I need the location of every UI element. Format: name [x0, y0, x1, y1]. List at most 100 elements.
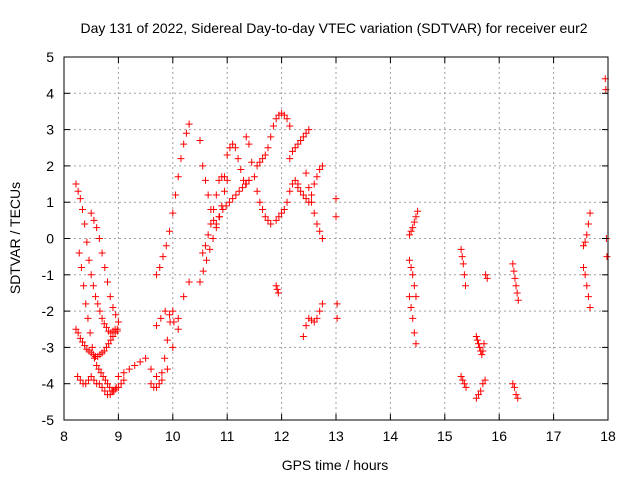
data-point — [308, 198, 316, 206]
data-point — [580, 264, 588, 272]
data-point — [76, 334, 84, 342]
data-point — [94, 300, 102, 308]
data-point — [248, 158, 256, 166]
data-point — [478, 351, 486, 359]
data-point — [75, 249, 83, 257]
data-point — [259, 155, 267, 163]
data-point — [212, 224, 220, 232]
x-tick-label: 11 — [220, 428, 235, 444]
series-track-ac — [472, 376, 489, 402]
data-point — [482, 271, 490, 279]
data-point — [112, 311, 120, 319]
data-point — [333, 300, 341, 308]
data-point — [586, 209, 594, 217]
data-point — [220, 173, 228, 181]
data-point — [332, 195, 340, 203]
data-point — [114, 318, 122, 326]
data-point — [220, 187, 228, 195]
data-point — [409, 314, 417, 322]
data-point — [245, 140, 253, 148]
series-track-p — [272, 176, 302, 224]
data-point — [161, 307, 169, 315]
data-point — [272, 115, 280, 123]
data-point — [458, 253, 466, 261]
data-point — [461, 282, 469, 290]
x-tick-label: 13 — [328, 428, 344, 444]
data-point — [584, 293, 592, 301]
data-point — [512, 391, 520, 399]
data-point — [74, 187, 82, 195]
data-point — [98, 314, 106, 322]
data-point — [514, 394, 522, 402]
x-tick-label: 8 — [60, 428, 68, 444]
data-point — [410, 282, 418, 290]
data-point — [333, 314, 341, 322]
data-point — [72, 325, 80, 333]
series-track-t — [299, 300, 326, 341]
data-point — [204, 231, 212, 239]
data-point — [98, 249, 106, 257]
data-point — [294, 184, 302, 192]
data-point — [510, 267, 518, 275]
series-track-w — [405, 207, 422, 239]
data-point — [473, 336, 481, 344]
data-point — [120, 369, 128, 377]
data-point — [457, 245, 465, 253]
data-point — [513, 289, 521, 297]
data-point — [180, 140, 188, 148]
series-track-a — [72, 180, 121, 337]
data-point — [113, 325, 121, 333]
data-point — [114, 372, 122, 380]
data-point — [297, 187, 305, 195]
data-point — [156, 264, 164, 272]
series-track-r — [294, 162, 326, 206]
data-point — [76, 376, 84, 384]
data-point — [90, 376, 98, 384]
data-point — [278, 209, 286, 217]
data-point — [407, 303, 415, 311]
plot-border — [63, 56, 609, 421]
data-point — [316, 166, 324, 174]
series-track-s — [302, 169, 326, 242]
series-track-z — [457, 245, 469, 290]
data-point — [174, 325, 182, 333]
data-point — [405, 293, 413, 301]
data-point — [256, 198, 264, 206]
data-point — [82, 300, 90, 308]
grid-layer — [64, 57, 608, 420]
data-point — [318, 235, 326, 242]
data-point — [316, 307, 324, 315]
series-track-c — [75, 249, 120, 395]
data-point — [318, 162, 326, 170]
data-point — [510, 383, 518, 391]
data-point — [142, 354, 150, 362]
data-point — [302, 322, 310, 330]
data-point — [253, 162, 261, 170]
y-tick-label: 1 — [46, 194, 54, 210]
series-track-ad — [482, 271, 491, 282]
data-point — [476, 343, 484, 351]
x-tick-label: 10 — [165, 428, 181, 444]
x-tick-label: 18 — [600, 428, 616, 444]
data-point — [166, 311, 174, 319]
data-point — [512, 282, 520, 290]
data-point — [267, 220, 275, 228]
data-point — [206, 245, 214, 253]
data-point — [286, 122, 294, 130]
series-track-u — [272, 282, 282, 297]
series-track-af — [509, 380, 522, 402]
data-point — [462, 383, 470, 391]
data-point — [581, 271, 589, 279]
x-tick-label: 15 — [437, 428, 453, 444]
series-track-ai — [601, 75, 611, 261]
data-point — [207, 220, 215, 228]
data-point — [459, 376, 467, 384]
data-point — [169, 209, 177, 217]
y-tick-label: 4 — [46, 85, 54, 101]
data-point — [95, 365, 103, 373]
data-point — [77, 264, 85, 272]
data-point — [177, 155, 185, 163]
data-point — [238, 184, 246, 192]
data-point — [152, 322, 160, 330]
